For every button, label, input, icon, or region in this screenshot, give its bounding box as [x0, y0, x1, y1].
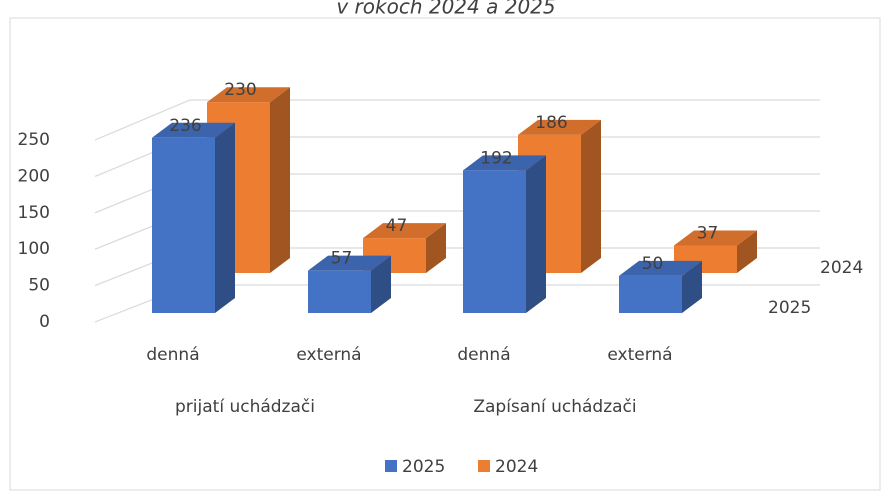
- x-tick-label: denná: [146, 345, 199, 365]
- legend-label: 2024: [495, 457, 538, 477]
- x-tick-label: externá: [296, 345, 361, 365]
- bar-top: [207, 87, 290, 103]
- bar: [152, 137, 215, 313]
- y-tick-label: 250: [18, 130, 50, 150]
- bar-top: [518, 119, 601, 135]
- bar-side: [215, 122, 235, 314]
- data-label: 37: [697, 224, 719, 244]
- y-tick-label: 200: [18, 166, 50, 186]
- bar-side: [270, 87, 290, 273]
- depth-label: 2024: [820, 258, 863, 278]
- data-label: 47: [386, 216, 408, 236]
- data-label: 57: [331, 249, 353, 269]
- bar-top: [463, 155, 546, 171]
- depth-label: 2025: [768, 298, 811, 318]
- bar-side: [526, 155, 546, 313]
- y-tick-label: 50: [28, 276, 50, 296]
- data-label: 186: [535, 113, 567, 133]
- bar: [308, 270, 371, 313]
- bar-top: [363, 223, 446, 239]
- bar-top: [308, 255, 391, 271]
- bar-side: [426, 223, 446, 273]
- bar-top: [674, 230, 757, 246]
- bar-side: [737, 230, 757, 273]
- bar: [463, 170, 526, 313]
- y-tick-label: 100: [18, 239, 50, 259]
- x-tick-label: externá: [607, 345, 672, 365]
- legend-swatch: [385, 460, 397, 472]
- bar-side: [371, 255, 391, 313]
- data-label: 236: [169, 116, 201, 136]
- bar: [619, 275, 682, 313]
- legend-swatch: [478, 460, 490, 472]
- data-label: 50: [642, 254, 664, 274]
- data-label: 230: [224, 80, 256, 100]
- bar-top: [152, 122, 235, 138]
- legend-label: 2025: [402, 457, 445, 477]
- group-label: Zapísaní uchádzači: [473, 397, 636, 417]
- y-tick-label: 0: [39, 312, 50, 332]
- bar-side: [581, 119, 601, 273]
- data-label: 192: [480, 148, 512, 168]
- bar-side: [682, 260, 702, 313]
- bar-top: [619, 260, 702, 276]
- grid-line: [94, 99, 820, 141]
- x-tick-label: denná: [457, 345, 510, 365]
- group-label: prijatí uchádzači: [175, 397, 315, 417]
- y-tick-label: 150: [18, 203, 50, 223]
- chart-title: v rokoch 2024 a 2025: [336, 0, 555, 19]
